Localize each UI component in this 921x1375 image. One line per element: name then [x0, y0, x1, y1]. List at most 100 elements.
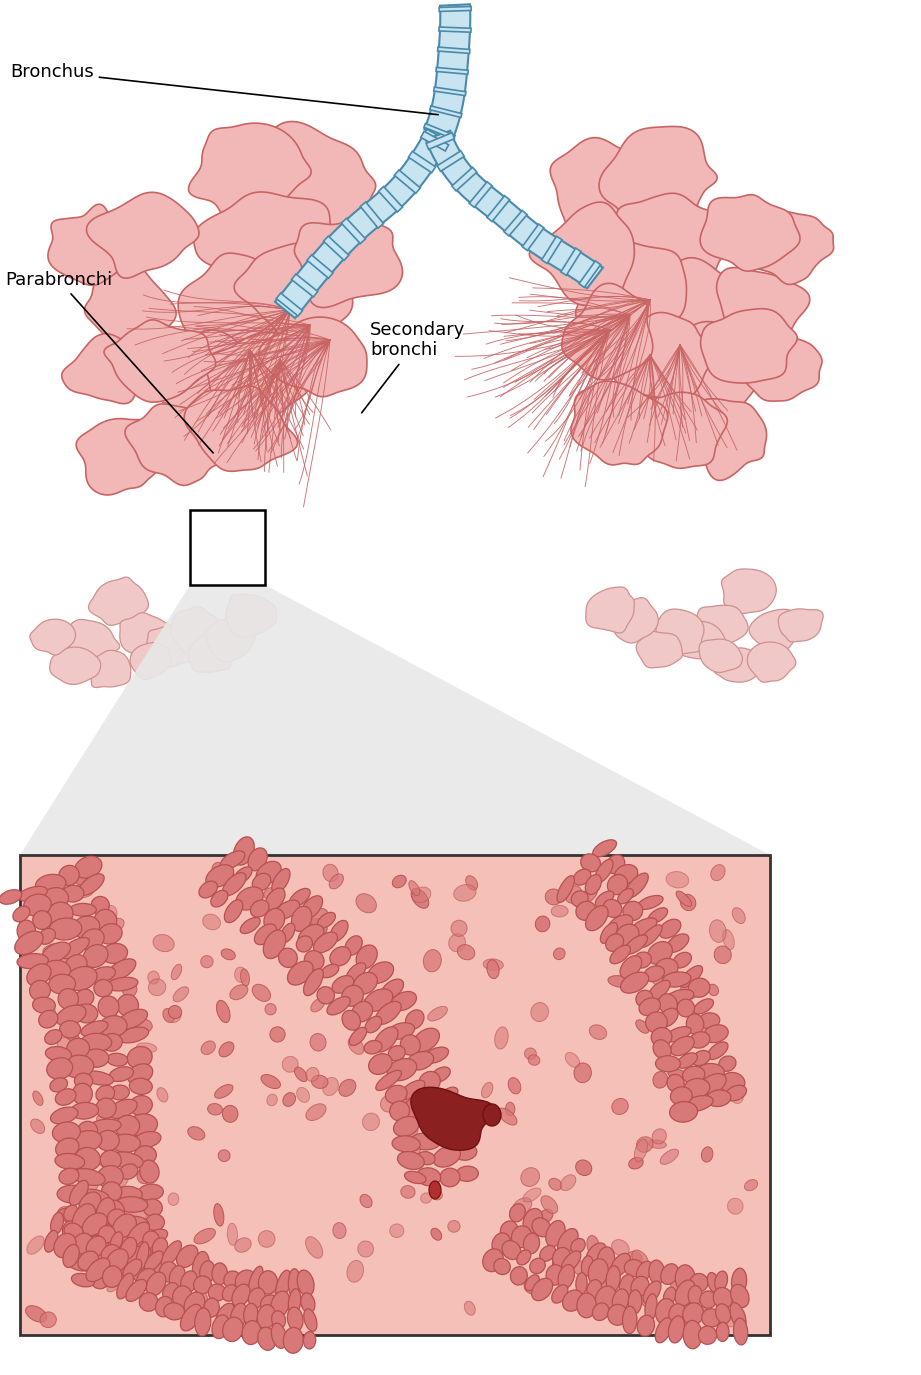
Ellipse shape [172, 1286, 192, 1308]
Ellipse shape [74, 884, 94, 898]
Ellipse shape [222, 1284, 238, 1301]
Ellipse shape [698, 1013, 720, 1028]
Ellipse shape [73, 916, 99, 939]
Polygon shape [740, 330, 822, 402]
Polygon shape [234, 243, 356, 349]
Ellipse shape [644, 965, 664, 982]
Ellipse shape [426, 1126, 456, 1140]
Ellipse shape [719, 1072, 745, 1093]
Ellipse shape [32, 910, 52, 930]
Polygon shape [235, 121, 376, 248]
Ellipse shape [711, 865, 725, 880]
Ellipse shape [458, 945, 475, 960]
Ellipse shape [690, 1031, 710, 1048]
Ellipse shape [46, 1004, 55, 1016]
Ellipse shape [723, 930, 734, 950]
Ellipse shape [389, 1045, 405, 1060]
Ellipse shape [257, 1305, 275, 1328]
Ellipse shape [347, 1261, 364, 1283]
Ellipse shape [311, 934, 326, 943]
Ellipse shape [132, 1261, 151, 1284]
Ellipse shape [730, 1088, 743, 1104]
Ellipse shape [115, 1110, 128, 1130]
Ellipse shape [670, 1101, 697, 1122]
Ellipse shape [546, 1221, 565, 1247]
Ellipse shape [148, 979, 166, 996]
Polygon shape [714, 648, 761, 682]
Ellipse shape [32, 997, 55, 1013]
Ellipse shape [677, 1000, 694, 1018]
Ellipse shape [404, 1096, 428, 1118]
Ellipse shape [322, 1078, 338, 1096]
Ellipse shape [141, 1229, 168, 1247]
Ellipse shape [118, 1009, 147, 1028]
Ellipse shape [593, 840, 616, 857]
Ellipse shape [398, 1151, 425, 1169]
Polygon shape [226, 594, 277, 637]
Ellipse shape [282, 1056, 298, 1072]
Ellipse shape [295, 1067, 308, 1082]
Ellipse shape [134, 1132, 161, 1148]
Ellipse shape [560, 1174, 576, 1191]
Ellipse shape [656, 1056, 681, 1071]
Polygon shape [437, 151, 464, 172]
Ellipse shape [576, 901, 596, 920]
Ellipse shape [64, 1028, 80, 1044]
Ellipse shape [265, 888, 285, 910]
Ellipse shape [49, 975, 76, 994]
Ellipse shape [200, 1261, 215, 1283]
Ellipse shape [646, 1012, 668, 1033]
Polygon shape [205, 330, 328, 415]
Ellipse shape [242, 1320, 261, 1345]
Ellipse shape [63, 886, 84, 902]
Ellipse shape [47, 1057, 73, 1079]
Ellipse shape [606, 1266, 620, 1292]
Ellipse shape [221, 949, 235, 960]
Polygon shape [571, 381, 668, 465]
Ellipse shape [216, 1304, 234, 1326]
Ellipse shape [659, 920, 681, 938]
Polygon shape [522, 224, 544, 250]
Polygon shape [778, 609, 823, 642]
Polygon shape [120, 613, 173, 657]
Ellipse shape [220, 851, 245, 869]
Ellipse shape [235, 1270, 256, 1292]
Polygon shape [426, 131, 603, 289]
Ellipse shape [529, 1055, 540, 1066]
Polygon shape [470, 182, 492, 208]
Ellipse shape [364, 989, 392, 1011]
Ellipse shape [59, 1121, 71, 1132]
Ellipse shape [164, 1302, 184, 1320]
Ellipse shape [41, 888, 68, 910]
Ellipse shape [440, 1169, 460, 1187]
Ellipse shape [193, 1276, 212, 1294]
Ellipse shape [73, 1169, 105, 1185]
Ellipse shape [254, 924, 276, 945]
Ellipse shape [624, 1260, 644, 1277]
Ellipse shape [523, 1233, 540, 1254]
Ellipse shape [439, 1088, 458, 1103]
Ellipse shape [730, 1302, 746, 1330]
Ellipse shape [660, 1150, 679, 1165]
Text: Parabronchi: Parabronchi [5, 271, 213, 452]
Ellipse shape [688, 1305, 708, 1320]
Ellipse shape [449, 1108, 467, 1121]
Ellipse shape [147, 1261, 168, 1282]
Ellipse shape [635, 1020, 649, 1033]
Polygon shape [178, 253, 321, 364]
Ellipse shape [126, 1279, 146, 1301]
Ellipse shape [0, 890, 22, 905]
Ellipse shape [69, 1180, 88, 1206]
Ellipse shape [683, 1320, 702, 1349]
Ellipse shape [188, 1126, 204, 1140]
Ellipse shape [390, 1224, 403, 1238]
Ellipse shape [680, 965, 703, 987]
Ellipse shape [70, 903, 97, 916]
Ellipse shape [391, 991, 416, 1011]
Ellipse shape [380, 1096, 397, 1112]
Ellipse shape [360, 1195, 372, 1207]
Ellipse shape [342, 986, 364, 1006]
Polygon shape [291, 274, 318, 297]
Ellipse shape [304, 1309, 317, 1331]
Ellipse shape [431, 1228, 442, 1240]
